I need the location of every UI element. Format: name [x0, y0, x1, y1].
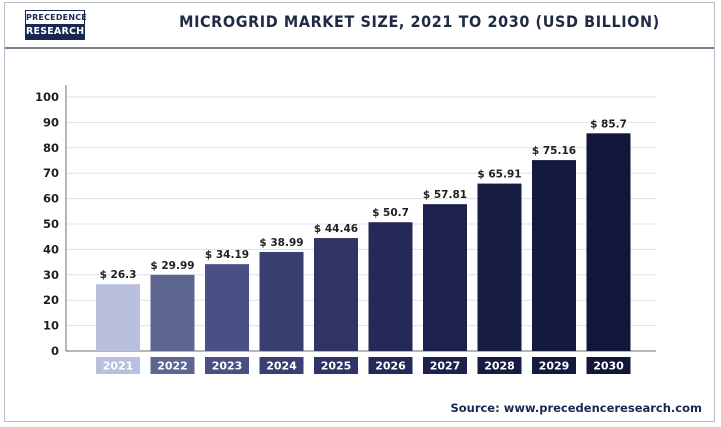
x-tick-label: 2027: [430, 360, 461, 373]
y-tick-label: 50: [43, 217, 59, 231]
data-label: $ 57.81: [423, 189, 467, 201]
x-tick-label: 2030: [593, 360, 624, 373]
x-tick-label: 2025: [321, 360, 352, 373]
y-tick-label: 70: [43, 166, 59, 180]
category-box: [96, 357, 140, 374]
x-tick-label: 2029: [539, 360, 570, 373]
chart-title: MICROGRID MARKET SIZE, 2021 TO 2030 (USD…: [179, 12, 660, 31]
x-tick-label: 2023: [212, 360, 243, 373]
data-label: $ 75.16: [532, 145, 576, 157]
data-label: $ 50.7: [372, 207, 409, 219]
category-box: [586, 357, 631, 374]
bar: [314, 238, 358, 351]
y-tick-label: 100: [35, 90, 59, 104]
chart-header: PRECEDENCE RESEARCH MICROGRID MARKET SIZ…: [5, 3, 714, 49]
bar: [477, 183, 522, 351]
x-tick-label: 2024: [266, 360, 297, 373]
bar: [368, 222, 413, 351]
y-tick-label: 80: [43, 141, 59, 155]
bar: [150, 274, 195, 351]
category-box: [314, 357, 358, 374]
y-tick-label: 40: [43, 242, 59, 256]
x-tick-label: 2021: [103, 360, 134, 373]
data-label: $ 65.91: [477, 169, 521, 181]
bar: [259, 251, 304, 351]
bar: [586, 133, 631, 351]
category-box: [368, 357, 413, 374]
brand-logo: PRECEDENCE RESEARCH: [25, 10, 87, 40]
category-box: [423, 357, 467, 374]
y-tick-label: 0: [51, 344, 59, 358]
data-label: $ 85.7: [590, 118, 627, 130]
category-box: [532, 357, 576, 374]
x-tick-label: 2026: [375, 360, 406, 373]
data-label: $ 44.46: [314, 223, 358, 235]
data-label: $ 26.3: [100, 269, 137, 281]
data-label: $ 29.99: [150, 260, 194, 272]
data-label: $ 34.19: [205, 249, 249, 261]
bar: [532, 160, 576, 351]
x-tick-label: 2028: [484, 360, 515, 373]
y-tick-label: 60: [43, 192, 59, 206]
data-label: $ 38.99: [259, 237, 303, 249]
y-tick-label: 90: [43, 115, 59, 129]
source-credit: Source: www.precedenceresearch.com: [450, 401, 702, 415]
bar: [423, 204, 467, 351]
bar: [96, 284, 140, 351]
category-box: [205, 357, 249, 374]
bar: [205, 264, 249, 351]
logo-text-top: PRECEDENCE: [26, 11, 87, 24]
y-tick-label: 20: [43, 293, 59, 307]
category-box: [477, 357, 522, 374]
logo-text-bottom: RESEARCH: [26, 24, 85, 39]
x-tick-label: 2022: [157, 360, 188, 373]
category-box: [150, 357, 195, 374]
category-box: [259, 357, 304, 374]
y-tick-label: 30: [43, 268, 59, 282]
y-tick-label: 10: [43, 319, 59, 333]
